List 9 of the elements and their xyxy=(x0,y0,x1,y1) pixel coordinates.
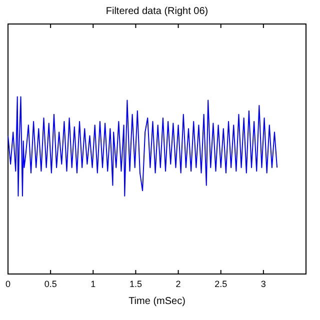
x-tick-label: 2 xyxy=(176,279,181,289)
x-tick-label: 1.5 xyxy=(129,279,142,289)
x-tick-label: 0 xyxy=(5,279,11,289)
x-axis-title: Time (mSec) xyxy=(128,296,186,307)
x-tick-label: 2.5 xyxy=(214,279,228,289)
x-tick-label: 3 xyxy=(260,279,266,289)
chart-title: Filtered data (Right 06) xyxy=(106,6,208,17)
x-tick-label: 0.5 xyxy=(44,279,57,289)
x-tick-label: 1 xyxy=(90,279,96,289)
